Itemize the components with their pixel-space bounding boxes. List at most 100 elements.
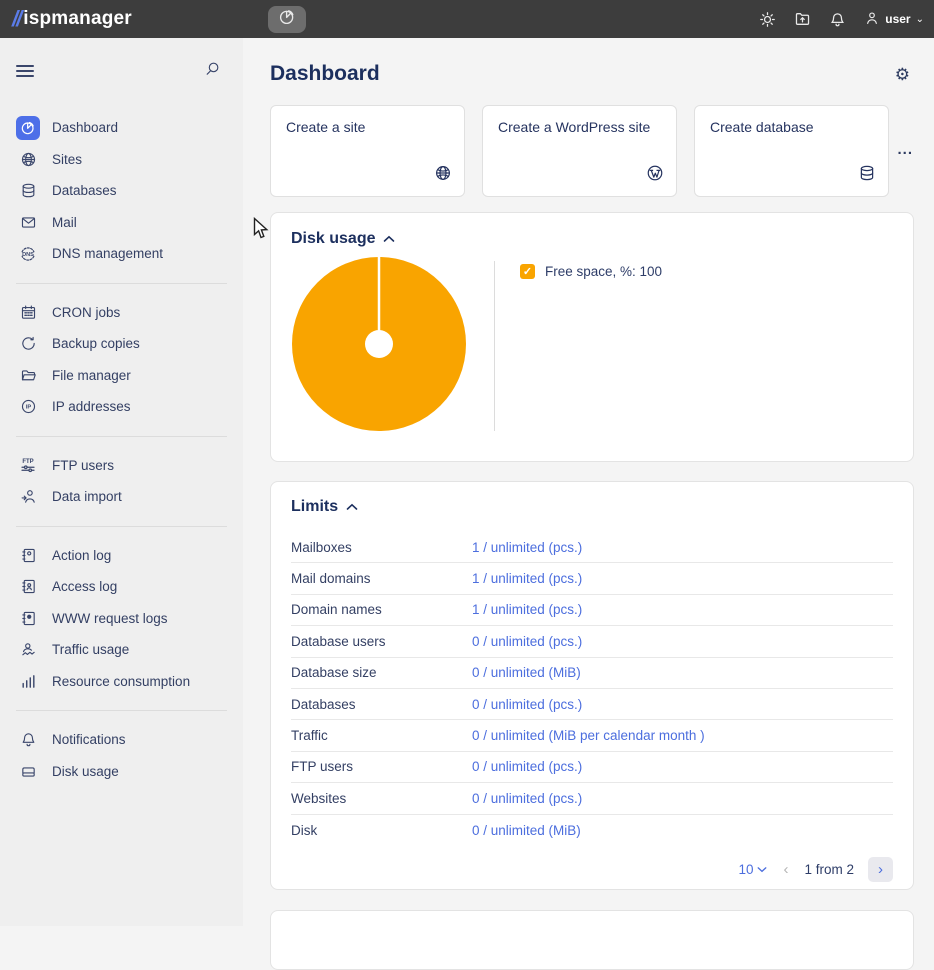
page-size-select[interactable]: 10 (738, 862, 767, 877)
app-logo: // ispmanager (12, 6, 243, 32)
chevron-down-icon: ⌄ (915, 13, 924, 25)
sidebar-item-ftp-users[interactable]: FTP FTP users (0, 450, 243, 482)
sidebar-item-label: File manager (52, 367, 131, 383)
limit-label: Database size (291, 665, 377, 681)
ftp-icon: FTP (16, 453, 40, 477)
brightness-icon[interactable] (759, 11, 776, 28)
card-label: Create database (710, 119, 814, 135)
table-row: Database users 0 / unlimited (pcs.) (291, 626, 893, 658)
sidebar-item-label: Traffic usage (52, 642, 130, 658)
limit-value-link[interactable]: 0 / unlimited (pcs.) (472, 790, 583, 806)
sidebar-item-label: Notifications (52, 732, 126, 748)
sidebar-item-traffic-usage[interactable]: Traffic usage (0, 634, 243, 666)
limit-value-link[interactable]: 1 / unlimited (pcs.) (472, 571, 583, 587)
globe-icon (16, 147, 40, 171)
sidebar-item-label: CRON jobs (52, 304, 121, 320)
sidebar-item-label: DNS management (52, 246, 164, 262)
sidebar-item-disk-usage[interactable]: Disk usage (0, 756, 243, 788)
sidebar-item-label: Mail (52, 214, 77, 230)
sidebar-item-backup-copies[interactable]: Backup copies (0, 328, 243, 360)
sidebar-item-label: FTP users (52, 457, 115, 473)
limit-value-link[interactable]: 0 / unlimited (pcs.) (472, 633, 583, 649)
menu-toggle-icon[interactable] (16, 62, 34, 80)
table-row: Database size 0 / unlimited (MiB) (291, 658, 893, 689)
journal-icon (16, 543, 40, 567)
limit-value-link[interactable]: 0 / unlimited (MiB) (472, 665, 581, 681)
table-row: Websites 0 / unlimited (pcs.) (291, 783, 893, 815)
next-page-button[interactable]: › (868, 856, 893, 882)
table-row: FTP users 0 / unlimited (pcs.) (291, 752, 893, 784)
limit-value-link[interactable]: 0 / unlimited (pcs.) (472, 696, 583, 712)
sidebar-item-dashboard[interactable]: Dashboard (0, 112, 243, 144)
sidebar-divider (16, 525, 227, 527)
sidebar-item-label: WWW request logs (52, 610, 168, 626)
sidebar-divider (16, 710, 227, 711)
create-site-card[interactable]: Create a site (270, 105, 465, 197)
sidebar: Dashboard Sites Databases (0, 38, 243, 926)
table-row: Domain names 1 / unlimited (pcs.) (291, 595, 893, 627)
calendar-icon (16, 300, 40, 324)
logo-slashes-icon: // (12, 6, 22, 31)
limit-value-link[interactable]: 0 / unlimited (pcs.) (472, 759, 583, 775)
legend-checkbox[interactable]: ✓ (520, 264, 535, 279)
more-widgets-button[interactable]: ... (897, 141, 913, 158)
limit-value-link[interactable]: 1 / unlimited (pcs.) (472, 602, 583, 618)
disk-usage-title: Disk usage (291, 230, 376, 247)
sidebar-item-sites[interactable]: Sites (0, 144, 243, 176)
sidebar-item-label: Action log (52, 547, 112, 563)
sidebar-item-action-log[interactable]: Action log (0, 540, 243, 572)
sidebar-item-cron-jobs[interactable]: CRON jobs (0, 297, 243, 329)
sidebar-item-label: IP addresses (52, 399, 131, 415)
sidebar-item-resource-consumption[interactable]: Resource consumption (0, 666, 243, 698)
user-label: user (885, 12, 911, 26)
limit-value-link[interactable]: 0 / unlimited (MiB) (472, 822, 581, 838)
sidebar-item-access-log[interactable]: Access log (0, 571, 243, 603)
prev-page-button[interactable]: ‹ (783, 860, 789, 878)
create-wordpress-site-card[interactable]: Create a WordPress site (482, 105, 677, 197)
sidebar-item-data-import[interactable]: Data import (0, 481, 243, 513)
user-icon (864, 10, 880, 29)
limit-label: Mailboxes (291, 539, 352, 555)
gear-icon[interactable]: ⚙ (894, 64, 910, 84)
page-size-value: 10 (738, 861, 754, 877)
sidebar-item-ip-addresses[interactable]: IP IP addresses (0, 391, 243, 423)
disk-usage-pie-chart[interactable] (292, 257, 466, 436)
legend-item-free-space[interactable]: ✓ Free space, %: 100 (520, 264, 662, 279)
table-row: Databases 0 / unlimited (pcs.) (291, 689, 893, 721)
search-icon[interactable] (204, 60, 221, 82)
limits-panel: Limits Mailboxes 1 / unlimited (pcs.) Mai… (270, 481, 914, 890)
legend-divider (494, 261, 495, 431)
dashboard-tab[interactable] (268, 5, 306, 33)
disk-icon (16, 759, 40, 783)
user-menu[interactable]: user ⌄ (864, 10, 924, 29)
sidebar-divider (16, 435, 227, 437)
collapse-chevron-icon[interactable] (346, 503, 358, 511)
sidebar-item-file-manager[interactable]: File manager (0, 360, 243, 392)
limit-value-link[interactable]: 0 / unlimited (MiB per calendar month ) (472, 728, 705, 744)
traffic-icon (16, 638, 40, 662)
svg-text:DNS: DNS (22, 252, 34, 258)
collapse-chevron-icon[interactable] (383, 235, 395, 243)
dns-icon: DNS (16, 242, 40, 266)
topbar-actions: user ⌄ (759, 0, 924, 38)
sidebar-item-notifications[interactable]: Notifications (0, 724, 243, 756)
sidebar-item-label: Sites (52, 151, 83, 167)
sidebar-item-mail[interactable]: Mail (0, 207, 243, 239)
bell-icon[interactable] (829, 11, 846, 28)
create-database-card[interactable]: Create database (694, 105, 889, 197)
folder-icon (16, 363, 40, 387)
sidebar-item-dns-management[interactable]: DNS DNS management (0, 238, 243, 270)
table-row: Mail domains 1 / unlimited (pcs.) (291, 563, 893, 595)
journal-www-icon (16, 606, 40, 630)
sidebar-item-label: Backup copies (52, 336, 140, 352)
table-row: Disk 0 / unlimited (MiB) (291, 815, 893, 846)
sidebar-item-label: Disk usage (52, 763, 119, 779)
sidebar-nav: Dashboard Sites Databases (0, 104, 243, 787)
sidebar-item-label: Dashboard (52, 120, 119, 136)
import-icon[interactable] (794, 11, 811, 28)
sidebar-item-www-request-logs[interactable]: WWW request logs (0, 603, 243, 635)
main-content: Dashboard ⚙ Create a site Create a WordP… (243, 38, 934, 970)
ip-icon: IP (16, 395, 40, 419)
sidebar-item-databases[interactable]: Databases (0, 175, 243, 207)
limit-value-link[interactable]: 1 / unlimited (pcs.) (472, 539, 583, 555)
